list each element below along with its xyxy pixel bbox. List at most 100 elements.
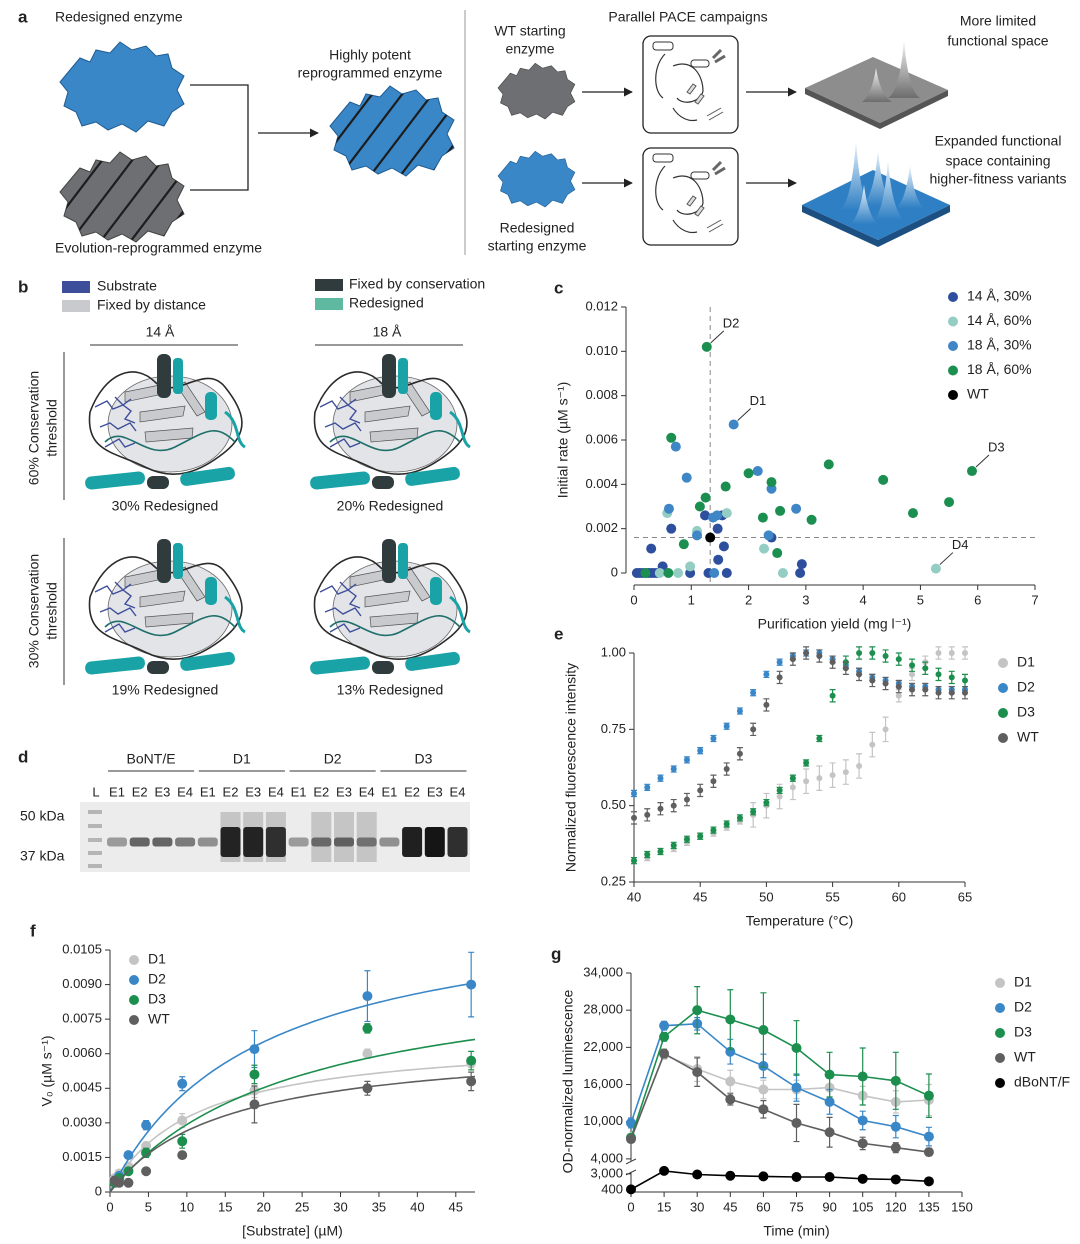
data-point: [895, 683, 902, 690]
fit-curve: [109, 1075, 476, 1193]
data-point: [710, 827, 717, 834]
data-point: [882, 726, 889, 733]
legend-label: 18 Å, 30%: [967, 337, 1032, 353]
legend-swatch: [315, 279, 343, 291]
data-point: [763, 530, 774, 541]
data-point: [791, 503, 802, 514]
gel-band: [334, 837, 354, 847]
data-point: [791, 1042, 802, 1053]
data-point: [692, 530, 703, 541]
data-point: [657, 848, 664, 855]
x-tick-label: 40: [410, 1199, 424, 1214]
y-tick-label: 4,000: [590, 1150, 623, 1165]
caption: Redesigned enzyme: [55, 9, 183, 25]
protein-structure: [308, 352, 472, 492]
data-point: [657, 775, 664, 782]
data-point: [948, 674, 955, 681]
x-tick-label: 45: [693, 889, 707, 904]
blob: [59, 41, 185, 133]
data-point: [890, 1174, 901, 1185]
striped-blob: [40, 150, 230, 242]
caption: 20% Redesigned: [337, 498, 444, 514]
x-tick-label: 15: [657, 1199, 671, 1214]
data-point: [644, 784, 651, 791]
data-point: [869, 741, 876, 748]
data-point: [816, 775, 823, 782]
decoration: [850, 185, 878, 224]
data-point: [626, 1117, 636, 1128]
legend-marker: [995, 978, 1005, 988]
y-tick-label: 10,000: [583, 1113, 623, 1128]
blob: [497, 150, 576, 208]
data-point: [750, 726, 757, 733]
legend-marker: [998, 683, 1008, 693]
data-point: [791, 1171, 802, 1182]
gel-band: [243, 827, 264, 857]
data-point: [701, 341, 712, 352]
y-tick-label: 400: [601, 1181, 623, 1196]
data-point: [758, 1104, 769, 1115]
y-tick-label: 22,000: [583, 1039, 623, 1054]
legend-marker: [995, 1078, 1005, 1088]
lane-label: E4: [268, 784, 284, 799]
data-point: [678, 539, 689, 550]
row-label: 30% Conservation: [26, 554, 42, 668]
fit-curve: [109, 1064, 476, 1193]
data-point: [640, 568, 651, 578]
data-point: [631, 857, 637, 864]
y-tick-label: 0: [611, 564, 618, 579]
data-point: [663, 568, 674, 578]
data-point: [710, 778, 717, 785]
legend-label: D2: [1014, 999, 1032, 1015]
data-point: [776, 674, 783, 681]
data-point: [700, 510, 711, 521]
gel-smear: [220, 812, 241, 862]
data-point: [878, 474, 889, 485]
x-tick-label: 55: [825, 889, 839, 904]
caption: higher-fitness variants: [930, 171, 1067, 187]
x-tick-label: 45: [723, 1199, 737, 1214]
lane-label: E1: [200, 784, 216, 799]
data-point: [723, 723, 730, 730]
data-point: [856, 671, 863, 678]
data-point: [249, 1044, 260, 1055]
caption: Redesigned: [500, 220, 575, 236]
legend-label: WT: [148, 1011, 170, 1027]
data-point: [723, 820, 730, 827]
x-tick-label: 0: [627, 1199, 634, 1214]
legend-marker: [948, 316, 958, 327]
data-point: [944, 497, 955, 508]
data-point: [692, 1067, 703, 1078]
gel-band: [129, 837, 150, 847]
blob: [497, 62, 576, 120]
data-point: [141, 1120, 152, 1131]
data-point: [114, 1177, 125, 1188]
x-axis-label: Temperature (°C): [746, 913, 854, 929]
y-tick-label: 0.010: [585, 343, 618, 358]
gel-smear: [334, 812, 354, 862]
gel-smear: [243, 812, 264, 862]
data-point: [882, 680, 889, 687]
ladder-band: [88, 838, 102, 842]
data-point: [895, 692, 902, 699]
data-point: [123, 1150, 134, 1161]
y-tick-label: 0.012: [585, 298, 618, 313]
protein-structure: [83, 537, 247, 677]
column-label: 14 Å: [146, 324, 175, 340]
data-point: [697, 747, 704, 754]
legend-marker: [948, 390, 958, 400]
lane-label: E3: [245, 784, 261, 799]
data-point: [666, 523, 677, 534]
data-point: [766, 477, 777, 488]
caption: Highly potent: [329, 47, 411, 63]
data-point: [362, 1023, 373, 1034]
data-point: [750, 689, 757, 696]
caption: WT starting: [494, 23, 565, 39]
decoration: [862, 68, 892, 102]
x-tick-label: 25: [295, 1199, 309, 1214]
legend-label: D1: [1017, 654, 1035, 670]
y-tick-label: 0.004: [585, 476, 618, 491]
data-point: [725, 1076, 736, 1087]
gel-band: [265, 827, 286, 857]
lane-label: E2: [132, 784, 148, 799]
